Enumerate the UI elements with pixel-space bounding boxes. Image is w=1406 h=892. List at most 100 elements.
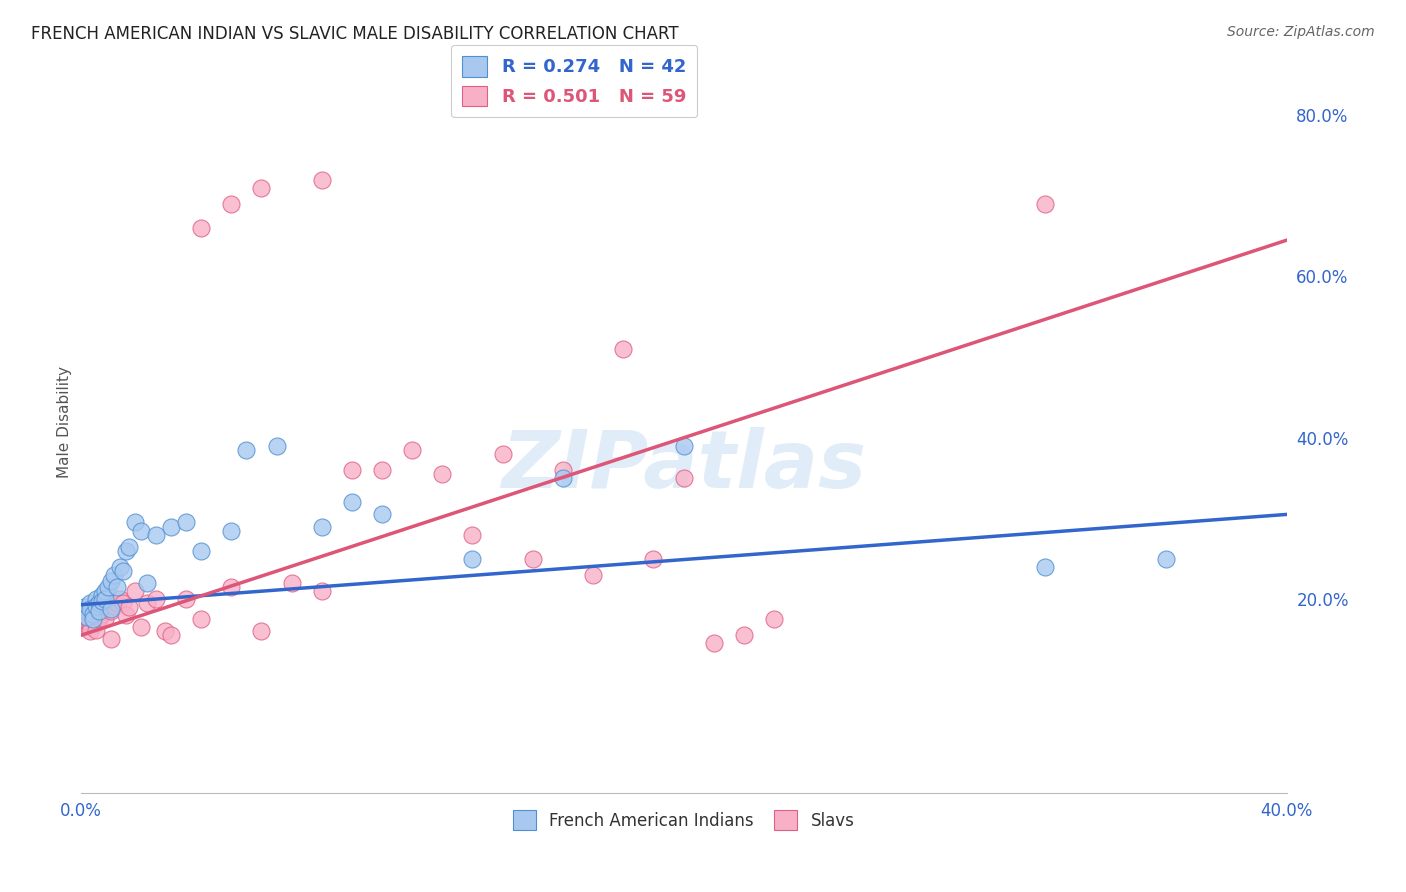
- Point: [100, 574, 122, 589]
- Point: [160, 519, 183, 533]
- Point: [79, 620, 101, 634]
- Text: Source: ZipAtlas.com: Source: ZipAtlas.com: [1227, 25, 1375, 39]
- Point: [153, 624, 176, 639]
- Point: [76, 604, 98, 618]
- Point: [87, 604, 110, 618]
- Point: [103, 568, 125, 582]
- Point: [79, 596, 101, 610]
- Point: [76, 615, 98, 629]
- Point: [612, 342, 634, 356]
- Point: [174, 516, 197, 530]
- Point: [491, 447, 513, 461]
- Point: [340, 495, 363, 509]
- Point: [108, 592, 131, 607]
- Y-axis label: Male Disability: Male Disability: [58, 366, 72, 478]
- Point: [672, 471, 695, 485]
- Point: [129, 524, 152, 538]
- Point: [79, 624, 101, 639]
- Point: [124, 516, 146, 530]
- Point: [190, 543, 212, 558]
- Point: [160, 628, 183, 642]
- Point: [108, 559, 131, 574]
- Point: [87, 610, 110, 624]
- Point: [522, 551, 544, 566]
- Point: [311, 519, 333, 533]
- Point: [280, 576, 302, 591]
- Text: FRENCH AMERICAN INDIAN VS SLAVIC MALE DISABILITY CORRELATION CHART: FRENCH AMERICAN INDIAN VS SLAVIC MALE DI…: [31, 25, 679, 43]
- Point: [72, 600, 94, 615]
- Point: [551, 471, 574, 485]
- Point: [90, 593, 112, 607]
- Point: [135, 576, 157, 591]
- Point: [643, 551, 665, 566]
- Point: [672, 439, 695, 453]
- Point: [87, 596, 110, 610]
- Point: [100, 601, 122, 615]
- Point: [1035, 197, 1057, 211]
- Point: [763, 612, 786, 626]
- Point: [124, 584, 146, 599]
- Point: [219, 580, 242, 594]
- Point: [432, 467, 454, 481]
- Point: [79, 616, 101, 631]
- Point: [733, 628, 755, 642]
- Point: [145, 527, 167, 541]
- Point: [82, 612, 104, 626]
- Point: [311, 584, 333, 599]
- Point: [371, 508, 394, 522]
- Point: [219, 197, 242, 211]
- Point: [93, 604, 115, 618]
- Point: [84, 599, 107, 613]
- Point: [174, 592, 197, 607]
- Text: ZIPatlas: ZIPatlas: [501, 427, 866, 505]
- Point: [84, 623, 107, 637]
- Point: [90, 607, 112, 621]
- Point: [76, 610, 98, 624]
- Point: [72, 616, 94, 631]
- Point: [1035, 559, 1057, 574]
- Point: [82, 608, 104, 623]
- Point: [100, 632, 122, 647]
- Point: [82, 607, 104, 621]
- Point: [190, 221, 212, 235]
- Point: [582, 568, 605, 582]
- Point: [266, 439, 288, 453]
- Point: [235, 442, 257, 457]
- Point: [111, 596, 134, 610]
- Point: [129, 620, 152, 634]
- Point: [114, 543, 136, 558]
- Point: [250, 181, 273, 195]
- Point: [111, 564, 134, 578]
- Point: [371, 463, 394, 477]
- Point: [118, 600, 141, 615]
- Point: [76, 610, 98, 624]
- Point: [551, 463, 574, 477]
- Point: [93, 584, 115, 599]
- Point: [76, 618, 98, 632]
- Point: [84, 616, 107, 631]
- Point: [103, 599, 125, 613]
- Point: [93, 592, 115, 607]
- Point: [250, 624, 273, 639]
- Point: [72, 612, 94, 626]
- Point: [340, 463, 363, 477]
- Point: [97, 580, 120, 594]
- Point: [190, 612, 212, 626]
- Point: [219, 524, 242, 538]
- Point: [461, 551, 484, 566]
- Point: [100, 604, 122, 618]
- Point: [97, 600, 120, 615]
- Point: [105, 580, 128, 594]
- Point: [79, 601, 101, 615]
- Point: [87, 612, 110, 626]
- Point: [90, 588, 112, 602]
- Point: [311, 172, 333, 186]
- Point: [114, 608, 136, 623]
- Point: [82, 612, 104, 626]
- Point: [461, 527, 484, 541]
- Point: [72, 620, 94, 634]
- Point: [1154, 551, 1177, 566]
- Point: [84, 592, 107, 607]
- Point: [135, 596, 157, 610]
- Point: [401, 442, 423, 457]
